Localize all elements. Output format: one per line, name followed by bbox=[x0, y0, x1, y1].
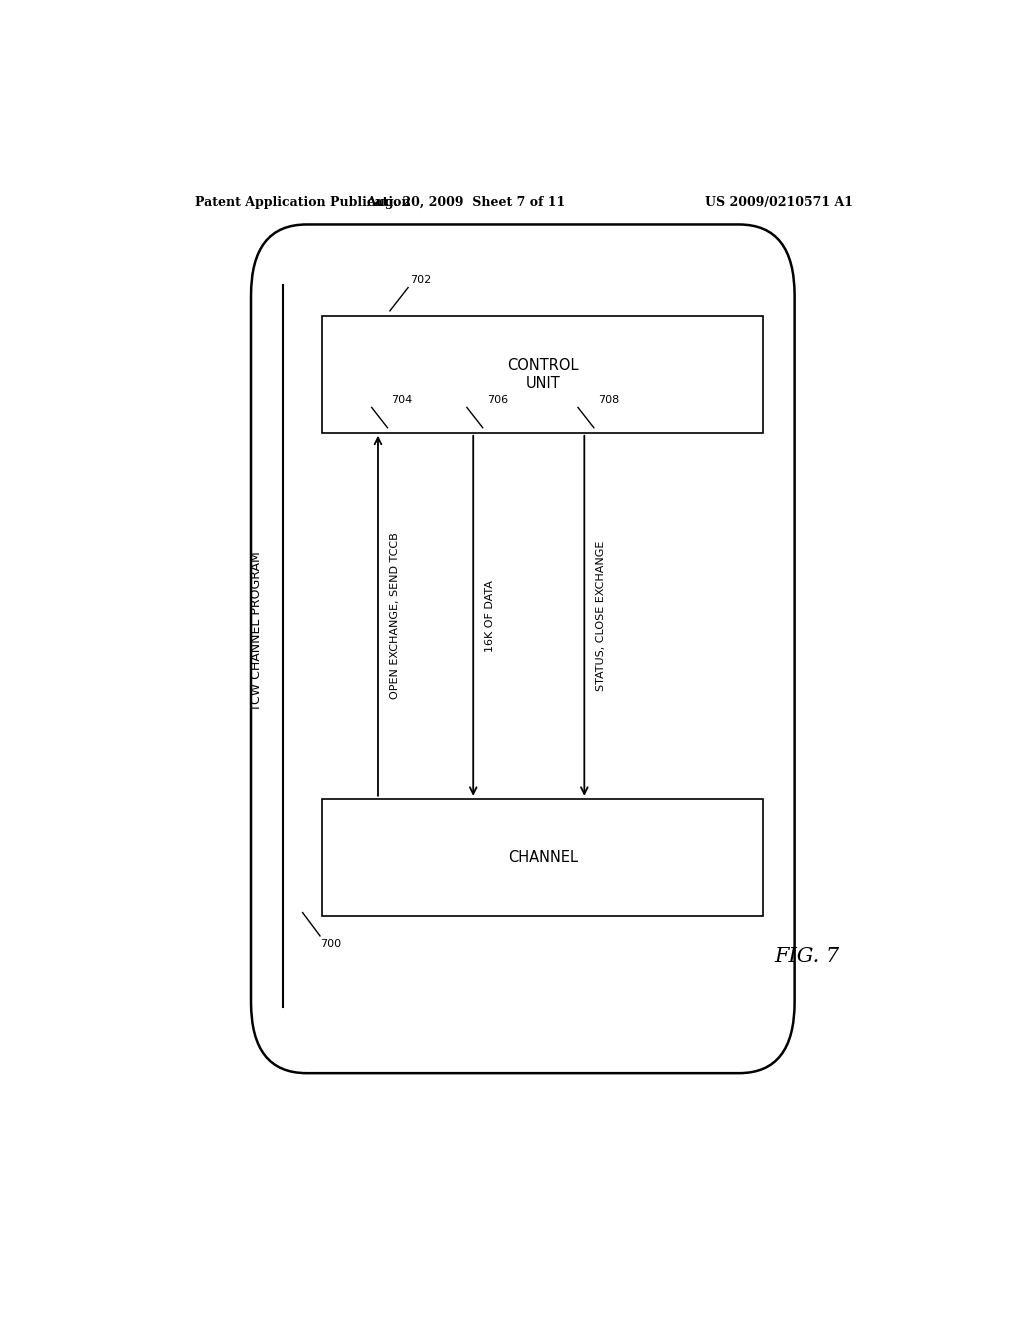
Text: 700: 700 bbox=[321, 939, 341, 949]
Text: 702: 702 bbox=[410, 276, 431, 285]
Text: US 2009/0210571 A1: US 2009/0210571 A1 bbox=[705, 195, 853, 209]
Text: Patent Application Publication: Patent Application Publication bbox=[196, 195, 411, 209]
Text: Aug. 20, 2009  Sheet 7 of 11: Aug. 20, 2009 Sheet 7 of 11 bbox=[366, 195, 565, 209]
Text: CHANNEL: CHANNEL bbox=[508, 850, 578, 865]
Text: 706: 706 bbox=[486, 396, 508, 405]
Text: OPEN EXCHANGE, SEND TCCB: OPEN EXCHANGE, SEND TCCB bbox=[390, 532, 400, 700]
FancyBboxPatch shape bbox=[323, 315, 763, 433]
Text: TCW CHANNEL PROGRAM: TCW CHANNEL PROGRAM bbox=[250, 552, 263, 711]
Text: 704: 704 bbox=[391, 396, 413, 405]
FancyBboxPatch shape bbox=[251, 224, 795, 1073]
Text: 708: 708 bbox=[598, 396, 620, 405]
Text: 16K OF DATA: 16K OF DATA bbox=[485, 579, 496, 652]
Text: STATUS, CLOSE EXCHANGE: STATUS, CLOSE EXCHANGE bbox=[596, 541, 606, 690]
Text: FIG. 7: FIG. 7 bbox=[774, 946, 839, 966]
FancyBboxPatch shape bbox=[323, 799, 763, 916]
Text: CONTROL
UNIT: CONTROL UNIT bbox=[507, 358, 579, 391]
